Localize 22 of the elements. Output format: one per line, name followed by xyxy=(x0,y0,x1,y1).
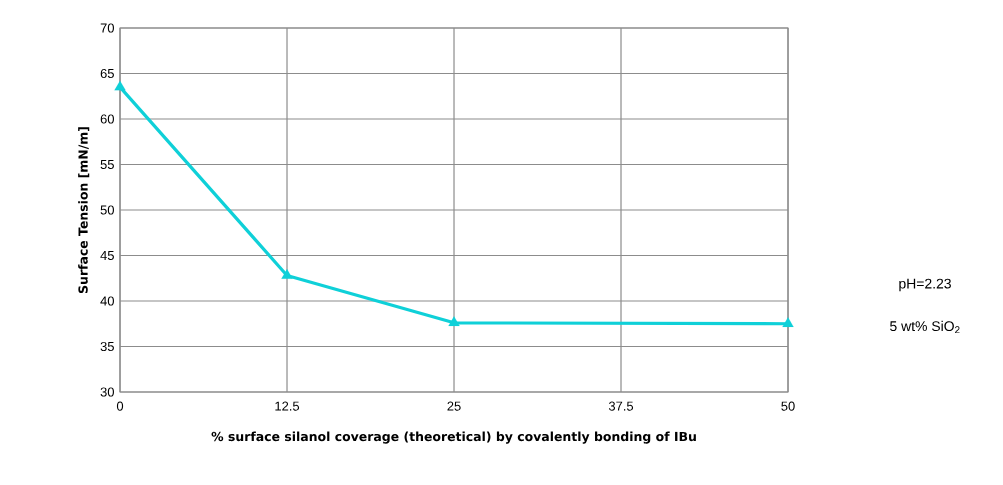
y-tick-label: 35 xyxy=(100,341,114,352)
point xyxy=(782,317,794,328)
x-axis-title: % surface silanol coverage (theoretical) by covalently bonding of IBu xyxy=(211,431,696,444)
y-axis-title: Surface Tension [mN/m] xyxy=(78,127,90,294)
y-tick-label: 55 xyxy=(100,159,114,169)
x-tick-label: 37.5 xyxy=(608,401,634,411)
x-tick-label: 12.5 xyxy=(275,401,300,411)
x-tick-label: 25 xyxy=(447,401,461,411)
y-tick-label: 30 xyxy=(100,387,114,397)
y-tick-label: 50 xyxy=(100,205,114,215)
y-tick-label: 40 xyxy=(100,296,114,306)
y-tick-label: 70 xyxy=(100,23,114,33)
point xyxy=(448,316,460,327)
point xyxy=(281,268,293,279)
x-tick-label: 50 xyxy=(781,401,795,411)
point xyxy=(114,80,126,91)
text: pH=2.23 xyxy=(899,278,951,292)
text: 5 wt% SiO$_{2}$ xyxy=(890,320,960,334)
y-tick-label: 65 xyxy=(100,68,114,79)
x-tick-label: 0 xyxy=(116,401,124,411)
y-tick-label: 60 xyxy=(100,114,114,124)
y-tick-label: 45 xyxy=(100,250,114,260)
